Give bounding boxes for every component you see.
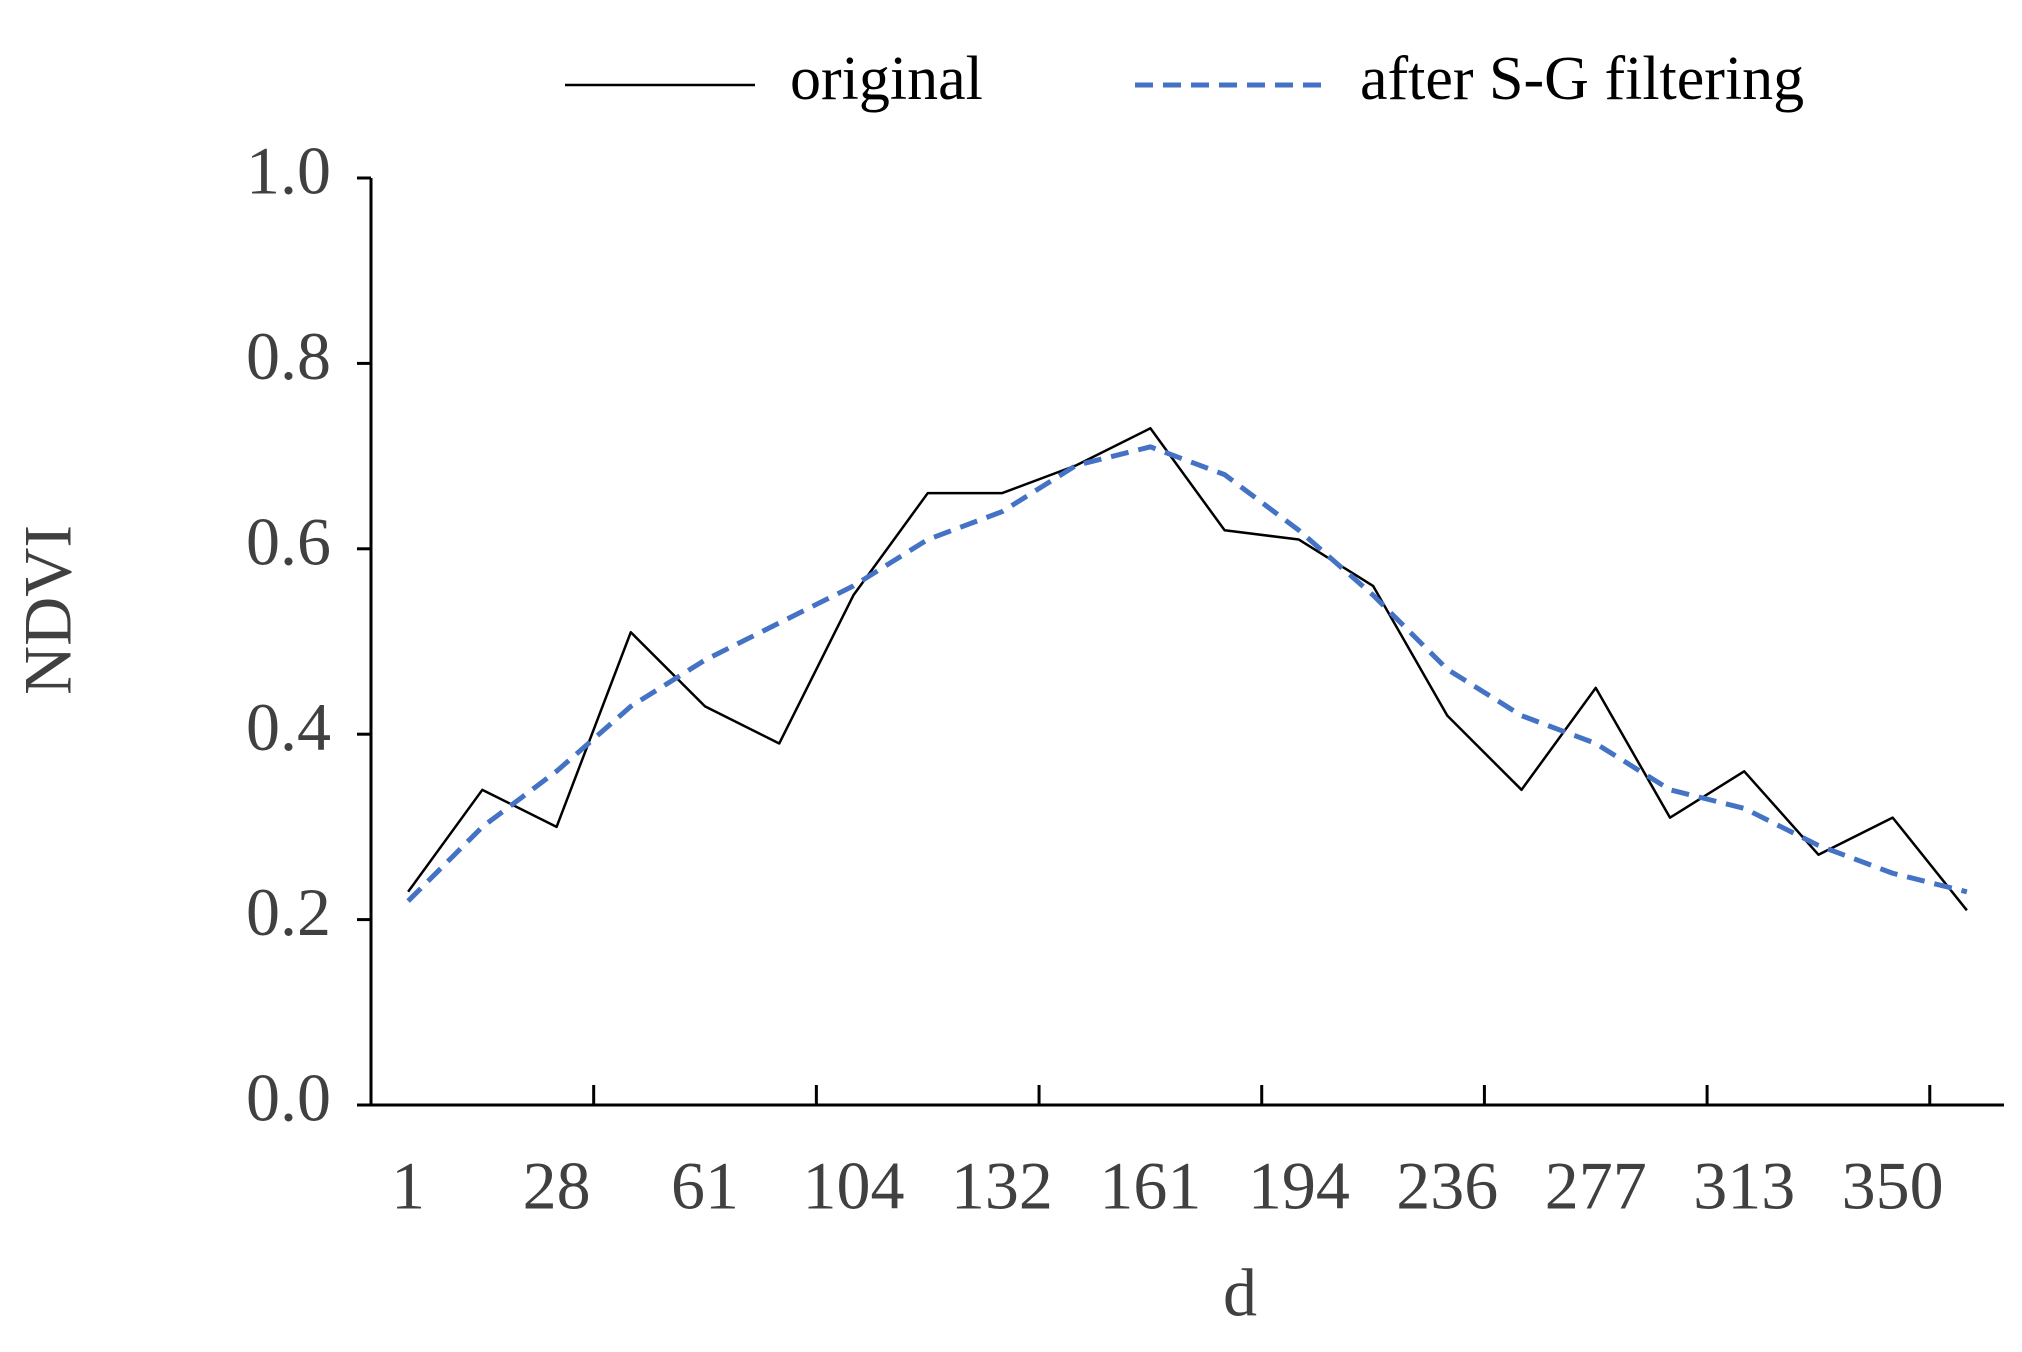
series-line (407, 427, 1968, 912)
x-tick-label: 28 (523, 1148, 591, 1224)
x-tick-label: 236 (1396, 1148, 1498, 1224)
x-tick-label: 350 (1842, 1148, 1944, 1224)
x-tick-label: 277 (1545, 1148, 1647, 1224)
y-tick-label: 1.0 (246, 133, 331, 209)
y-axis-label: NDVI (10, 525, 86, 695)
y-tick-label: 0.8 (246, 318, 331, 394)
legend-label: original (790, 45, 983, 113)
x-axis-label: d (1223, 1255, 1257, 1331)
legend-label: after S-G filtering (1360, 45, 1804, 113)
x-tick-label: 161 (1099, 1148, 1201, 1224)
y-tick-label: 0.6 (246, 503, 331, 579)
x-tick-label: 313 (1693, 1148, 1795, 1224)
x-tick-label: 61 (671, 1148, 739, 1224)
series-line (406, 444, 1968, 903)
x-tick-label: 132 (951, 1148, 1053, 1224)
x-tick-label: 104 (802, 1148, 904, 1224)
y-tick-label: 0.2 (246, 874, 331, 950)
y-tick-label: 0.0 (246, 1060, 331, 1136)
x-tick-label: 1 (391, 1148, 425, 1224)
x-tick-label: 194 (1248, 1148, 1350, 1224)
y-tick-label: 0.4 (246, 689, 331, 765)
